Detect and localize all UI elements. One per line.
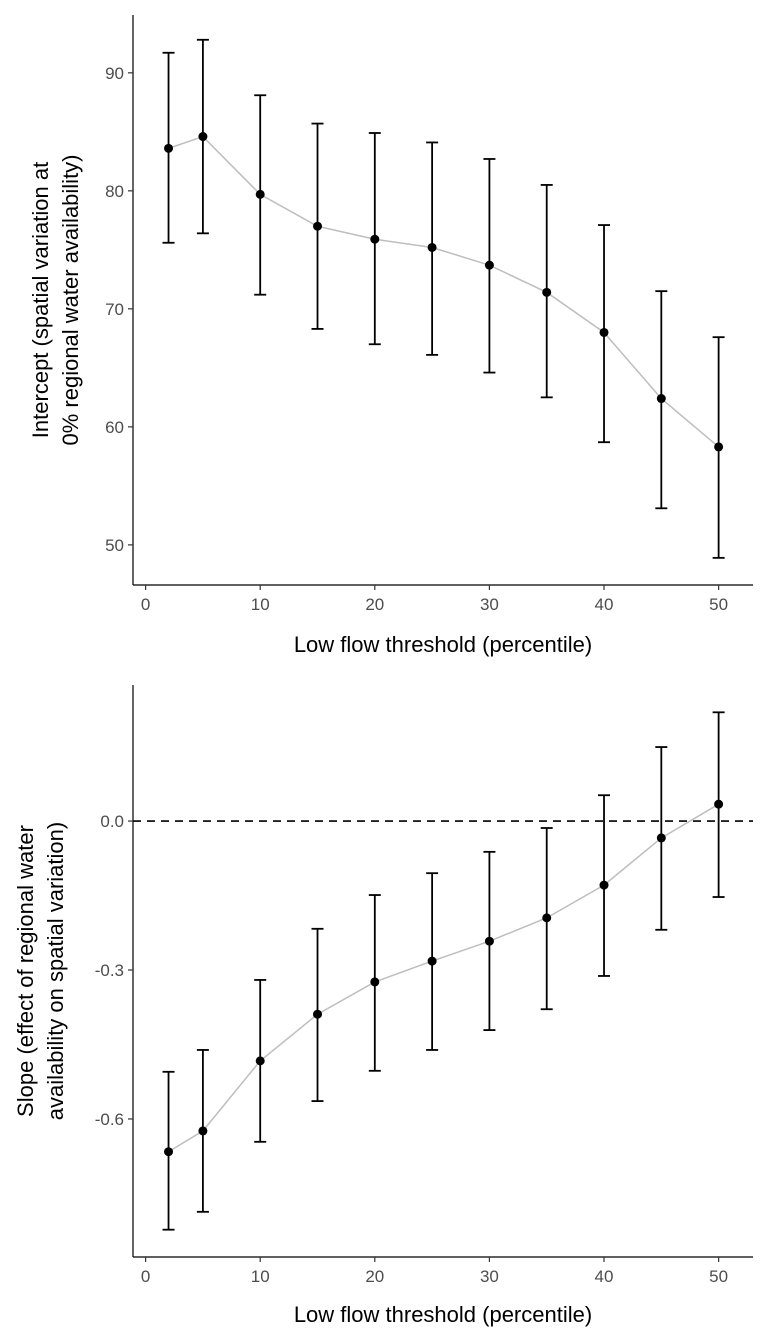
data-point: [164, 1147, 174, 1157]
y-axis-label: availability on spatial variation): [43, 822, 68, 1120]
x-tick-label: 40: [595, 1267, 614, 1286]
x-tick-label: 20: [365, 595, 384, 614]
x-tick-label: 20: [365, 1267, 384, 1286]
y-axis-label: Intercept (spatial variation at: [28, 162, 53, 438]
y-axis-label: Slope (effect of regional water: [13, 825, 38, 1117]
y-tick-label: 0.0: [100, 812, 124, 831]
y-axis-label: 0% regional water availability): [58, 154, 83, 445]
data-point: [313, 221, 323, 231]
y-tick-label: 90: [105, 64, 124, 83]
series-line: [168, 803, 719, 1153]
data-point: [164, 143, 174, 153]
data-point: [198, 1126, 208, 1136]
y-tick-label: -0.6: [95, 1110, 124, 1129]
x-tick-label: 10: [251, 1267, 270, 1286]
data-point: [656, 833, 666, 843]
data-point: [599, 880, 609, 890]
chart-panel-1: 50 60 70 80 90 0 10 20 30 40 50 Low flow threshold …: [28, 15, 753, 657]
data-point: [313, 1009, 323, 1019]
x-tick-label: 50: [709, 1267, 728, 1286]
y-tick-label: 80: [105, 182, 124, 201]
x-axis-label: Low flow threshold (percentile): [294, 1302, 592, 1327]
data-point: [542, 913, 552, 923]
data-point: [427, 956, 437, 966]
data-point: [370, 977, 380, 987]
data-point: [599, 327, 609, 337]
x-tick-label: 30: [480, 1267, 499, 1286]
data-point: [656, 394, 666, 404]
y-tick-label: 50: [105, 536, 124, 555]
y-tick-label: 60: [105, 418, 124, 437]
data-point: [484, 260, 494, 270]
x-tick-label: 40: [595, 595, 614, 614]
data-point: [427, 242, 437, 252]
x-tick-label: 50: [709, 595, 728, 614]
series-line: [168, 135, 720, 448]
data-point: [255, 189, 265, 199]
data-point: [714, 442, 724, 452]
x-tick-label: 30: [480, 595, 499, 614]
data-point: [255, 1056, 265, 1066]
data-point: [370, 234, 380, 244]
chart-panel-2: -0.6 -0.3 0.0 0 10 20 30 40 50 Low flow threshold…: [13, 685, 753, 1327]
x-tick-label: 10: [251, 595, 270, 614]
x-axis-label: Low flow threshold (percentile): [294, 632, 592, 657]
data-point: [714, 799, 724, 809]
data-point: [484, 936, 494, 946]
data-point: [198, 132, 208, 142]
data-point: [542, 287, 552, 297]
y-tick-label: -0.3: [95, 961, 124, 980]
x-tick-label: 0: [141, 1267, 150, 1286]
y-tick-label: 70: [105, 300, 124, 319]
x-tick-label: 0: [141, 595, 150, 614]
